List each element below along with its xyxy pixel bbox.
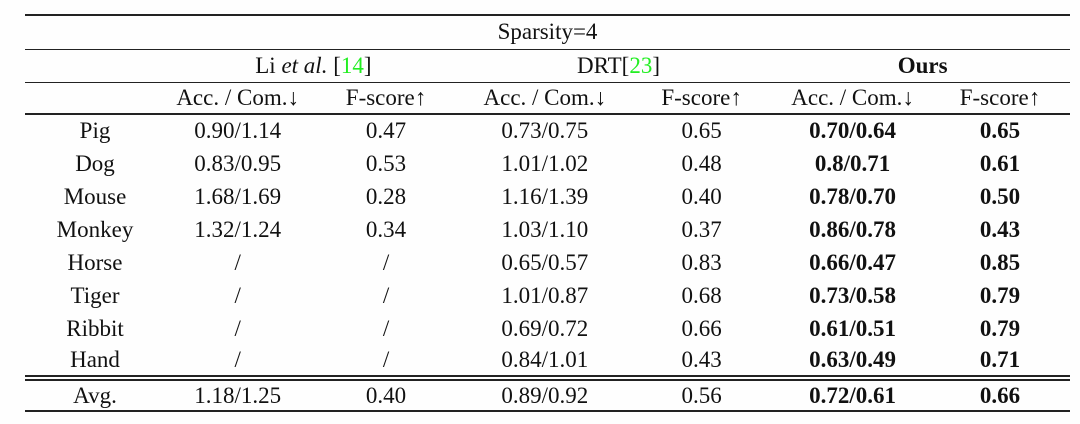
table-cell: 1.32/1.24: [194, 216, 282, 242]
table-row-horse: Horse / / 0.65/0.57 0.83 0.66/0.47 0.85: [25, 246, 1070, 279]
table-cell: 0.50: [979, 183, 1021, 209]
column-header-acc-com-ours: Acc. / Com.↓: [791, 84, 914, 110]
table-cell: 0.28: [365, 183, 407, 209]
table-cell: 0.65: [681, 118, 722, 143]
column-header-fscore-li: F-score↑: [345, 84, 427, 110]
table-cell: 0.66/0.47: [809, 249, 897, 275]
table-title: Sparsity=4: [497, 19, 598, 45]
row-label: Avg.: [73, 382, 117, 408]
table-cell: 0.72/0.61: [809, 382, 897, 408]
table-row-ribbit: Ribbit / / 0.69/0.72 0.66 0.61/0.51 0.79: [25, 312, 1070, 345]
column-group-li: Li et al. [14]: [165, 49, 462, 82]
table-cell: 0.40: [681, 183, 722, 209]
table-cell: 0.48: [681, 150, 722, 176]
table-cell: /: [382, 347, 390, 372]
results-table: Sparsity=4 Li et al. [14] DRT[23] Ours A…: [25, 14, 1070, 412]
table-title-row: Sparsity=4: [25, 15, 1070, 49]
table-row-hand: Hand / / 0.84/1.01 0.43 0.63/0.49 0.71: [25, 345, 1070, 378]
table-cell: 0.43: [681, 347, 722, 372]
group-drt-bracket-close: ]: [652, 52, 660, 78]
table-cell: 0.83: [681, 249, 722, 275]
spacer-cell: [25, 49, 165, 82]
table-cell: 0.66: [979, 382, 1021, 408]
table-cell: 0.53: [365, 150, 407, 176]
row-label: Monkey: [56, 216, 134, 242]
table-cell: 0.43: [979, 216, 1021, 242]
table-cell: 1.18/1.25: [194, 382, 282, 408]
row-label: Tiger: [70, 282, 120, 308]
table-cell: 1.16/1.39: [501, 183, 589, 209]
group-li-bracket-close: ]: [363, 52, 372, 78]
table-cell: 0.70/0.64: [809, 118, 897, 143]
table-cell: 0.66: [681, 315, 722, 341]
row-label: Pig: [79, 118, 111, 143]
group-li-bracket: [: [327, 52, 341, 78]
table-cell: 0.65: [979, 118, 1021, 143]
paper-table-region: Sparsity=4 Li et al. [14] DRT[23] Ours A…: [25, 14, 1070, 412]
table-cell: 0.61/0.51: [809, 315, 897, 341]
table-cell: 0.56: [681, 382, 722, 408]
table-cell: 0.40: [365, 382, 407, 408]
table-cell: /: [382, 315, 390, 341]
table-cell: /: [382, 249, 390, 275]
table-row-monkey: Monkey 1.32/1.24 0.34 1.03/1.10 0.37 0.8…: [25, 213, 1070, 246]
table-cell: 1.68/1.69: [194, 183, 282, 209]
table-cell: 1.01/1.02: [501, 150, 589, 176]
table-cell: 0.34: [365, 216, 407, 242]
table-row-pig: Pig 0.90/1.14 0.47 0.73/0.75 0.65 0.70/0…: [25, 114, 1070, 147]
column-header-row: Acc. / Com.↓ F-score↑ Acc. / Com.↓ F-sco…: [25, 82, 1070, 114]
table-cell: /: [382, 282, 390, 308]
table-cell: 1.03/1.10: [501, 216, 589, 242]
group-drt-text: DRT[: [577, 52, 630, 78]
column-group-ours: Ours: [897, 52, 948, 78]
table-cell: 0.61: [979, 150, 1021, 176]
table-row-avg: Avg. 1.18/1.25 0.40 0.89/0.92 0.56 0.72/…: [25, 378, 1070, 411]
table-row-mouse: Mouse 1.68/1.69 0.28 1.16/1.39 0.40 0.78…: [25, 180, 1070, 213]
table-cell: /: [234, 315, 241, 341]
table-cell: 0.71: [979, 347, 1021, 372]
table-cell: 0.85: [979, 249, 1021, 275]
column-header-fscore-ours: F-score↑: [959, 84, 1041, 110]
table-cell: 0.65/0.57: [501, 249, 589, 275]
citation-link-14[interactable]: 14: [340, 52, 364, 78]
table-cell: 0.8/0.71: [814, 150, 891, 176]
table-cell: /: [234, 282, 241, 308]
table-cell: 0.83/0.95: [194, 150, 282, 176]
table-cell: /: [234, 249, 241, 275]
column-group-row: Li et al. [14] DRT[23] Ours: [25, 49, 1070, 82]
table-cell: 0.63/0.49: [809, 347, 897, 372]
table-cell: 0.90/1.14: [194, 118, 282, 143]
spacer-cell: [25, 82, 165, 114]
table-cell: 0.79: [979, 282, 1021, 308]
column-header-acc-com-drt: Acc. / Com.↓: [483, 84, 607, 110]
row-label: Dog: [75, 150, 115, 176]
table-row-tiger: Tiger / / 1.01/0.87 0.68 0.73/0.58 0.79: [25, 279, 1070, 312]
table-cell: /: [234, 347, 241, 372]
table-row-dog: Dog 0.83/0.95 0.53 1.01/1.02 0.48 0.8/0.…: [25, 147, 1070, 180]
table-cell: 0.47: [365, 118, 407, 143]
table-cell: 1.01/0.87: [501, 282, 589, 308]
group-li-text: Li: [255, 52, 282, 78]
row-label: Mouse: [63, 183, 127, 209]
column-header-acc-com-li: Acc. / Com.↓: [176, 84, 299, 110]
table-cell: 0.79: [979, 315, 1021, 341]
row-label: Hand: [70, 347, 120, 372]
table-cell: 0.73/0.75: [501, 118, 589, 143]
row-label: Horse: [67, 249, 123, 275]
citation-link-23[interactable]: 23: [629, 52, 653, 78]
table-cell: 0.84/1.01: [501, 347, 589, 372]
row-label: Ribbit: [66, 315, 124, 341]
table-cell: 0.68: [681, 282, 722, 308]
column-group-drt: DRT[23]: [462, 49, 775, 82]
table-cell: 0.73/0.58: [809, 282, 897, 308]
table-cell: 0.86/0.78: [809, 216, 897, 242]
table-cell: 0.78/0.70: [809, 183, 897, 209]
table-cell: 0.89/0.92: [501, 382, 589, 408]
table-cell: 0.69/0.72: [501, 315, 589, 341]
etal-text: et al.: [281, 52, 328, 78]
column-header-fscore-drt: F-score↑: [661, 84, 742, 110]
table-cell: 0.37: [681, 216, 722, 242]
